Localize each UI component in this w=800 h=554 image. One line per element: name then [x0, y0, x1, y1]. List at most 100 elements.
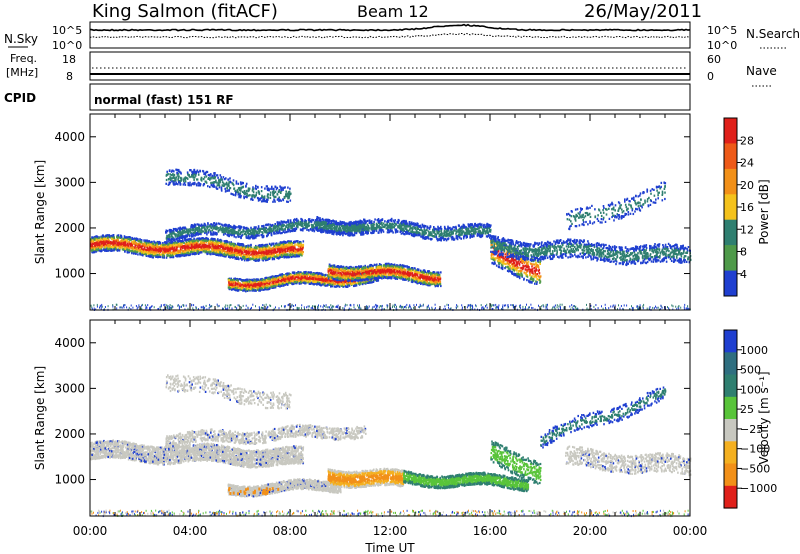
- power-cell: [186, 239, 189, 242]
- power-cell: [292, 249, 295, 252]
- power-cell: [94, 244, 96, 248]
- power-cell: [90, 238, 92, 241]
- power-cell: [192, 249, 194, 252]
- power-cell: [294, 240, 297, 243]
- power-cell: [167, 243, 169, 246]
- power-cell: [191, 229, 193, 232]
- power-cell: [154, 241, 156, 244]
- power-cell: [184, 245, 186, 248]
- power-cell: [277, 254, 280, 257]
- power-cell: [200, 241, 202, 244]
- power-cell: [127, 251, 129, 254]
- power-cell: [187, 251, 189, 254]
- power-cell: [239, 232, 241, 235]
- power-cell: [166, 240, 168, 243]
- power-cell: [285, 221, 287, 224]
- power-cell: [293, 240, 296, 243]
- power-cell: [282, 252, 285, 255]
- power-cell: [279, 222, 281, 225]
- power-cell: [134, 246, 136, 249]
- power-cell: [255, 236, 257, 239]
- power-cell: [180, 248, 182, 251]
- power-cell: [187, 254, 190, 257]
- power-cell: [328, 283, 331, 286]
- power-cell: [288, 256, 291, 259]
- power-cell: [211, 242, 213, 245]
- power-cell: [293, 255, 295, 258]
- power-cell: [268, 255, 270, 258]
- power-cell: [195, 252, 197, 255]
- power-cell: [109, 247, 112, 250]
- power-cell: [207, 251, 209, 254]
- power-cell: [278, 231, 281, 234]
- power-cell: [254, 227, 257, 230]
- power-cell: [310, 228, 312, 231]
- power-cell: [225, 246, 227, 249]
- power-cell: [153, 246, 155, 249]
- power-cell: [281, 250, 284, 253]
- power-cell: [275, 245, 277, 249]
- power-cell: [126, 239, 128, 242]
- power-cell: [186, 251, 189, 254]
- power-cell: [242, 252, 244, 255]
- power-cell: [187, 228, 190, 231]
- power-cell: [107, 249, 110, 252]
- power-cell: [194, 247, 196, 250]
- power-cell: [337, 222, 340, 225]
- power-cell: [94, 246, 97, 249]
- power-cell: [174, 234, 176, 237]
- power-cell: [170, 244, 172, 248]
- power-cell: [307, 221, 310, 224]
- power-cell: [154, 251, 156, 254]
- power-cell: [119, 240, 122, 243]
- power-cell: [202, 244, 205, 247]
- power-cell: [219, 250, 221, 253]
- power-cell: [168, 234, 170, 237]
- power-cell: [174, 228, 176, 231]
- power-cell: [201, 241, 203, 244]
- power-cell: [181, 251, 184, 254]
- power-cell: [199, 240, 202, 243]
- power-cell: [241, 252, 243, 255]
- power-cell: [252, 228, 254, 231]
- power-cell: [264, 248, 266, 251]
- power-cell: [224, 247, 227, 250]
- power-cell: [267, 246, 270, 249]
- power-cell: [227, 255, 230, 258]
- power-cell: [114, 244, 117, 247]
- power-cell: [301, 244, 304, 247]
- power-cell: [263, 254, 266, 257]
- power-cell: [151, 242, 154, 245]
- power-cell: [297, 255, 299, 258]
- power-cell: [167, 246, 170, 249]
- power-cell: [173, 252, 175, 255]
- power-cell: [268, 252, 270, 255]
- power-cell: [92, 242, 94, 246]
- power-cell: [183, 246, 186, 249]
- power-cell: [127, 249, 130, 252]
- power-cell: [105, 237, 107, 240]
- power-cell: [166, 241, 168, 244]
- power-cell: [264, 252, 267, 255]
- power-cell: [284, 255, 287, 258]
- power-cell: [299, 253, 302, 256]
- power-cell: [175, 248, 177, 251]
- power-cell: [149, 254, 151, 257]
- power-cell: [189, 242, 192, 246]
- power-cell: [296, 248, 299, 251]
- power-cell: [111, 249, 113, 252]
- power-cell: [290, 226, 292, 229]
- power-cell: [206, 247, 208, 250]
- power-cell: [197, 239, 199, 242]
- power-cell: [124, 236, 126, 239]
- power-cell: [215, 223, 217, 226]
- power-cell: [220, 240, 222, 243]
- power-cell: [240, 257, 242, 260]
- power-cell: [296, 224, 298, 227]
- power-cell: [173, 248, 175, 251]
- power-cell: [95, 246, 98, 249]
- power-cell: [190, 238, 192, 241]
- power-cell: [130, 247, 133, 250]
- power-cell: [90, 249, 93, 252]
- power-cell: [134, 250, 136, 253]
